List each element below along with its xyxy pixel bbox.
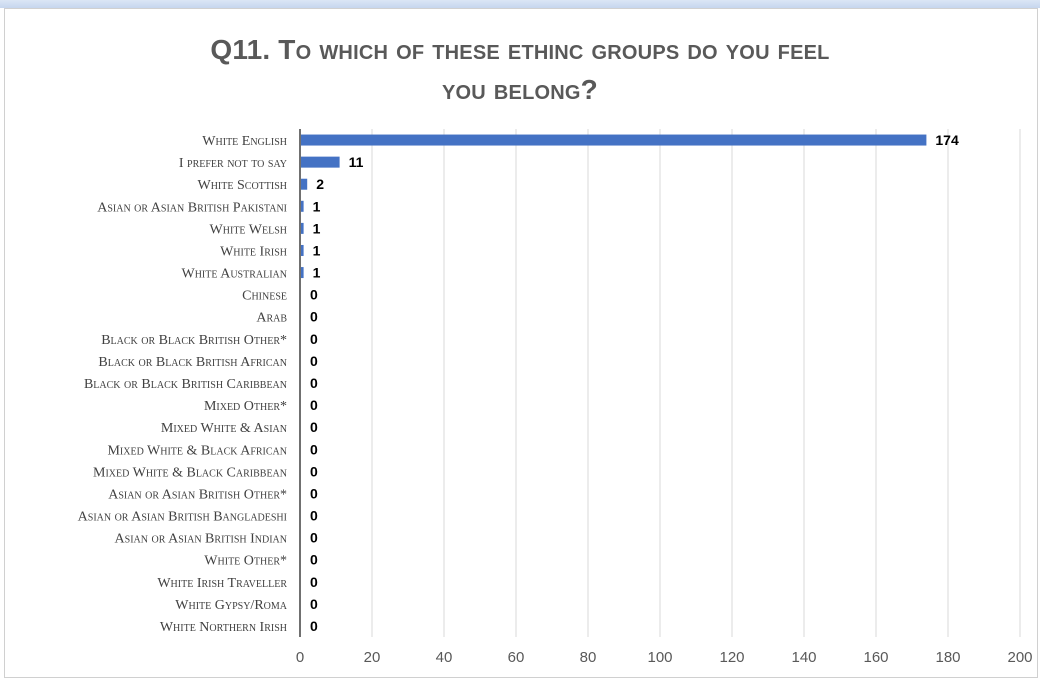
- bars: [301, 134, 927, 279]
- category-label: Asian or Asian British Other*: [108, 487, 287, 502]
- category-labels: White English I prefer not to say White Sc…: [78, 134, 288, 635]
- data-label: 0: [310, 574, 318, 590]
- window-top-strip: [0, 0, 1040, 8]
- category-label: White Scottish: [198, 178, 288, 193]
- category-label: Chinese: [242, 289, 287, 304]
- gridlines: [371, 129, 1021, 637]
- data-label: 0: [310, 419, 318, 435]
- x-tick-label: 80: [580, 649, 597, 666]
- data-label: 0: [310, 353, 318, 369]
- data-label: 1: [313, 265, 321, 281]
- category-label: White Irish Traveller: [157, 576, 287, 591]
- x-tick-label: 140: [791, 649, 816, 666]
- bar: [301, 156, 340, 168]
- data-label: 0: [310, 552, 318, 568]
- x-tick-label: 120: [719, 649, 744, 666]
- x-tick-label: 180: [935, 649, 960, 666]
- category-label: White English: [202, 134, 287, 149]
- category-label: I prefer not to say: [179, 156, 287, 171]
- category-label: Asian or Asian British Bangladeshi: [78, 510, 287, 525]
- chart-title-line-1: Q11. To which of these ethinc groups do …: [210, 34, 830, 65]
- x-tick-label: 0: [296, 649, 304, 666]
- category-label: Black or Black British Caribbean: [84, 377, 287, 392]
- x-tick-labels: 0 20 40 60 80 100 120 140 160 180 200: [296, 649, 1033, 666]
- chart-title-line-2: you belong?: [442, 74, 598, 105]
- data-label: 1: [313, 220, 321, 236]
- data-label: 0: [310, 287, 318, 303]
- category-label: White Welsh: [210, 222, 287, 237]
- data-label: 0: [310, 441, 318, 457]
- data-label: 2: [316, 176, 324, 192]
- category-label: White Other*: [204, 554, 287, 569]
- bar: [301, 267, 304, 279]
- data-label: 0: [310, 485, 318, 501]
- category-label: White Australian: [182, 267, 288, 282]
- data-label: 0: [310, 463, 318, 479]
- bar: [301, 244, 304, 256]
- category-label: White Northern Irish: [160, 620, 287, 635]
- x-tick-label: 40: [436, 649, 453, 666]
- chart-frame: [4, 8, 1038, 678]
- bar: [301, 222, 304, 234]
- x-tick-label: 200: [1007, 649, 1032, 666]
- bar: [301, 134, 927, 146]
- data-label: 0: [310, 596, 318, 612]
- x-tick-label: 20: [364, 649, 381, 666]
- data-label: 0: [310, 618, 318, 634]
- category-label: Black or Black British Other*: [101, 333, 287, 348]
- category-label: Asian or Asian British Indian: [115, 532, 287, 547]
- category-label: Black or Black British African: [98, 355, 287, 370]
- category-label: White Gypsy/Roma: [175, 598, 288, 613]
- data-label: 0: [310, 397, 318, 413]
- category-label: Asian or Asian British Pakistani: [97, 200, 287, 215]
- data-label: 0: [310, 309, 318, 325]
- x-tick-label: 160: [863, 649, 888, 666]
- category-label: White Irish: [220, 244, 287, 259]
- data-label: 11: [349, 154, 364, 170]
- category-label: Mixed Other*: [204, 399, 287, 414]
- chart-title: Q11. To which of these ethinc groups do …: [0, 30, 1040, 110]
- x-tick-label: 100: [647, 649, 672, 666]
- data-label: 0: [310, 331, 318, 347]
- data-label: 0: [310, 375, 318, 391]
- data-label: 1: [313, 242, 321, 258]
- category-label: Mixed White & Black Caribbean: [93, 465, 287, 480]
- data-label: 1: [313, 198, 321, 214]
- x-tick-label: 60: [508, 649, 525, 666]
- data-label: 0: [310, 530, 318, 546]
- category-label: Mixed White & Black African: [107, 443, 287, 458]
- category-label: Mixed White & Asian: [161, 421, 287, 436]
- bar: [301, 178, 308, 190]
- bar: [301, 200, 304, 212]
- data-label: 0: [310, 508, 318, 524]
- category-label: Arab: [256, 311, 287, 326]
- data-label: 174: [935, 132, 959, 148]
